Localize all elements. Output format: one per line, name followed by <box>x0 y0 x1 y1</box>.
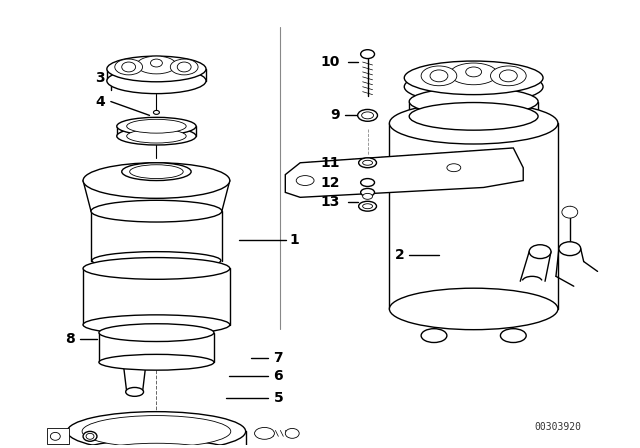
Ellipse shape <box>447 164 461 172</box>
Ellipse shape <box>389 103 558 144</box>
Ellipse shape <box>409 103 538 130</box>
Ellipse shape <box>92 252 221 269</box>
Ellipse shape <box>99 324 214 341</box>
Ellipse shape <box>358 201 376 211</box>
Ellipse shape <box>83 431 97 441</box>
Ellipse shape <box>136 56 176 74</box>
Ellipse shape <box>450 63 497 85</box>
Ellipse shape <box>285 428 299 438</box>
Text: 00303920: 00303920 <box>534 422 581 432</box>
Ellipse shape <box>559 242 580 256</box>
Ellipse shape <box>490 66 526 86</box>
Ellipse shape <box>562 206 578 218</box>
Text: 11: 11 <box>320 156 340 170</box>
Text: 12: 12 <box>320 176 340 190</box>
Ellipse shape <box>404 70 543 103</box>
Ellipse shape <box>86 433 94 439</box>
Ellipse shape <box>358 158 376 168</box>
Ellipse shape <box>154 110 159 114</box>
Ellipse shape <box>127 119 186 133</box>
Ellipse shape <box>421 66 457 86</box>
Ellipse shape <box>91 200 222 222</box>
Text: 2: 2 <box>394 248 404 262</box>
Polygon shape <box>47 428 69 444</box>
Ellipse shape <box>363 204 372 209</box>
Ellipse shape <box>421 329 447 343</box>
Ellipse shape <box>409 88 538 116</box>
Ellipse shape <box>404 61 543 95</box>
Ellipse shape <box>529 245 551 258</box>
Ellipse shape <box>130 165 183 179</box>
Ellipse shape <box>107 68 206 94</box>
Ellipse shape <box>170 59 198 75</box>
Text: 4: 4 <box>95 95 105 108</box>
Ellipse shape <box>116 117 196 135</box>
Ellipse shape <box>83 258 230 279</box>
Ellipse shape <box>99 354 214 370</box>
Ellipse shape <box>362 112 374 119</box>
Ellipse shape <box>500 329 526 343</box>
Ellipse shape <box>363 194 372 199</box>
Text: 3: 3 <box>95 71 105 85</box>
Text: 10: 10 <box>320 55 340 69</box>
Text: 7: 7 <box>273 351 283 365</box>
Text: 13: 13 <box>320 195 340 209</box>
Ellipse shape <box>125 388 143 396</box>
Ellipse shape <box>83 163 230 198</box>
Text: 5: 5 <box>273 391 284 405</box>
Ellipse shape <box>361 189 374 196</box>
Ellipse shape <box>107 56 206 82</box>
Ellipse shape <box>296 176 314 185</box>
Ellipse shape <box>82 443 231 448</box>
Ellipse shape <box>127 129 186 143</box>
Text: 6: 6 <box>273 369 283 383</box>
Ellipse shape <box>115 59 143 75</box>
Ellipse shape <box>361 50 374 59</box>
Polygon shape <box>285 148 524 197</box>
Ellipse shape <box>83 315 230 335</box>
Text: 8: 8 <box>65 332 75 345</box>
Ellipse shape <box>116 127 196 145</box>
Ellipse shape <box>363 160 372 165</box>
Ellipse shape <box>389 288 558 330</box>
Ellipse shape <box>358 109 378 121</box>
Ellipse shape <box>51 432 60 440</box>
Ellipse shape <box>82 416 231 447</box>
Text: 9: 9 <box>330 108 340 122</box>
Ellipse shape <box>122 163 191 181</box>
Ellipse shape <box>67 412 246 448</box>
Ellipse shape <box>255 427 275 439</box>
Ellipse shape <box>361 179 374 186</box>
Text: 1: 1 <box>289 233 299 247</box>
Ellipse shape <box>67 439 246 448</box>
